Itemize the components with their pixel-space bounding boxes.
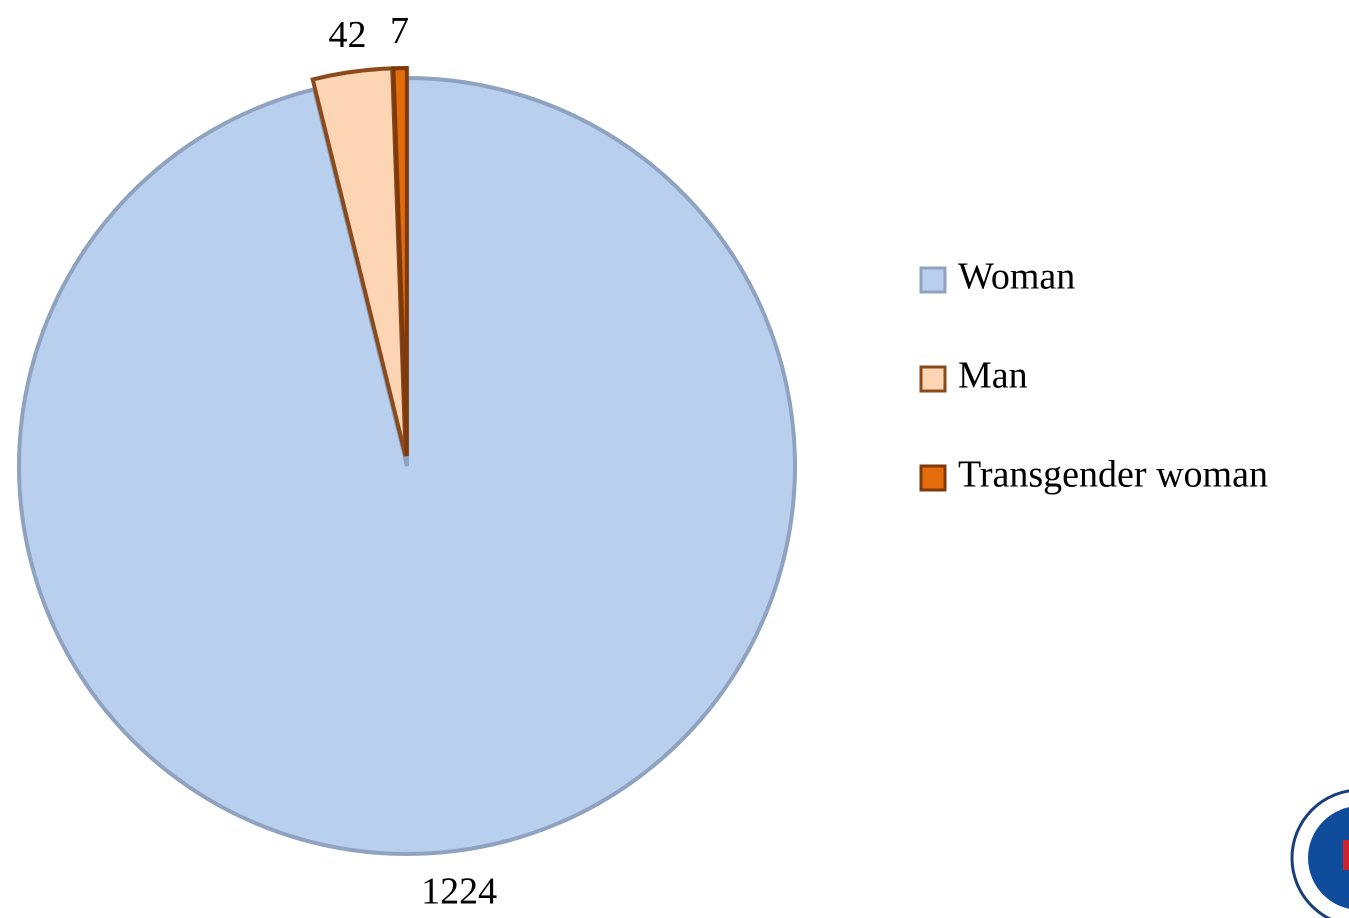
pie-slice <box>17 75 797 856</box>
data-label: 42 <box>328 14 366 56</box>
legend-label: Woman <box>958 256 1075 298</box>
data-label: 1224 <box>421 871 497 913</box>
legend-label: Transgender woman <box>958 454 1268 496</box>
legend-swatch <box>919 365 947 393</box>
data-label: 7 <box>390 10 409 52</box>
legend-label: Man <box>958 355 1028 397</box>
legend-swatch <box>919 464 947 492</box>
logo <box>1290 789 1349 918</box>
legend-swatch <box>919 266 947 294</box>
pie-slice <box>391 66 409 457</box>
